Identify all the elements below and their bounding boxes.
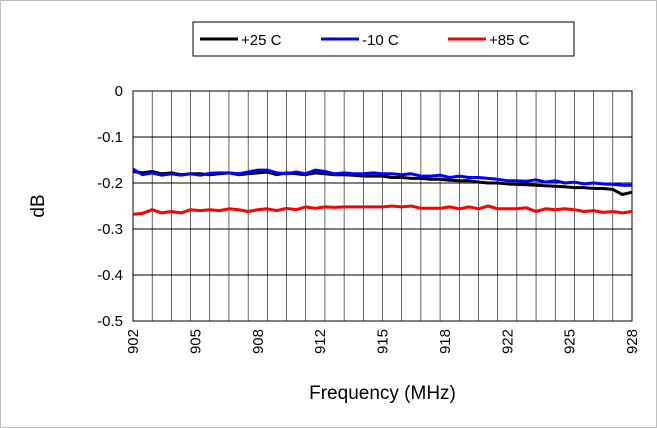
x-axis-title: Frequency (MHz) (309, 383, 456, 404)
series-line-2 (132, 167, 632, 187)
x-tick-label: 912 (312, 329, 329, 354)
legend-label: -10 C (362, 32, 399, 49)
legend-label: +25 C (241, 32, 282, 49)
y-tick-label: 0 (115, 83, 123, 100)
y-tick-label: -0.4 (97, 267, 123, 284)
series-layer (132, 167, 633, 216)
x-tick-label: 908 (250, 329, 267, 354)
x-tick-label: 905 (187, 329, 204, 354)
x-tick-labels: 902 905 908 912 915 918 922 925 928 (125, 329, 641, 354)
y-axis-title: dB (28, 194, 49, 217)
y-tick-label: -0.3 (97, 221, 123, 238)
x-tick-label: 925 (562, 329, 579, 354)
legend-box (192, 21, 575, 57)
x-tick-label: 918 (437, 329, 454, 354)
legend-label: +85 C (489, 32, 530, 49)
x-tick-label: 922 (499, 329, 516, 354)
x-tick-label: 915 (375, 329, 392, 354)
x-tick-label: 928 (624, 329, 641, 354)
series-line-3 (132, 204, 633, 216)
y-tick-labels: 0 -0.1 -0.2 -0.3 -0.4 -0.5 (97, 83, 123, 330)
legend: +25 C -10 C +85 C (192, 21, 575, 57)
y-tick-label: -0.2 (97, 175, 123, 192)
y-tick-label: -0.1 (97, 129, 123, 146)
plot-area (132, 90, 633, 322)
x-tick-label: 902 (125, 329, 142, 354)
y-tick-label: -0.5 (97, 313, 123, 330)
